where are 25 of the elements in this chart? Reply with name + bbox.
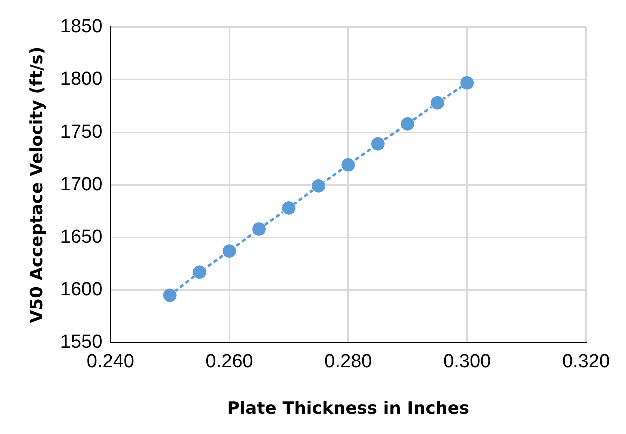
- x-tick-label: 0.300: [444, 351, 492, 372]
- y-tick-label: 1600: [60, 279, 103, 300]
- point: [192, 265, 208, 280]
- x-tick-label: 0.320: [562, 351, 610, 372]
- point: [311, 178, 326, 194]
- y-axis-title: V50 Acceptace Velocity (ft/s): [28, 46, 48, 324]
- y-tick-label: 1800: [60, 69, 103, 90]
- y-tick-label: 1550: [60, 332, 103, 354]
- point: [400, 116, 416, 132]
- point: [162, 288, 178, 303]
- y-tick-label: 1850: [60, 16, 103, 38]
- x-axis-title: Plate Thickness in Inches: [227, 399, 470, 420]
- x-tick-label: 0.240: [86, 351, 134, 372]
- point: [460, 76, 475, 90]
- point: [252, 222, 267, 237]
- y-tick-label: 1750: [60, 122, 103, 143]
- point: [222, 244, 237, 259]
- point: [370, 136, 386, 152]
- x-tick-label: 0.280: [324, 351, 372, 372]
- point: [282, 200, 296, 216]
- x-tick-label: 0.260: [206, 351, 254, 372]
- y-tick-label: 1650: [60, 226, 103, 248]
- point: [430, 96, 445, 110]
- point: [341, 158, 356, 172]
- y-tick-label: 1700: [60, 174, 103, 196]
